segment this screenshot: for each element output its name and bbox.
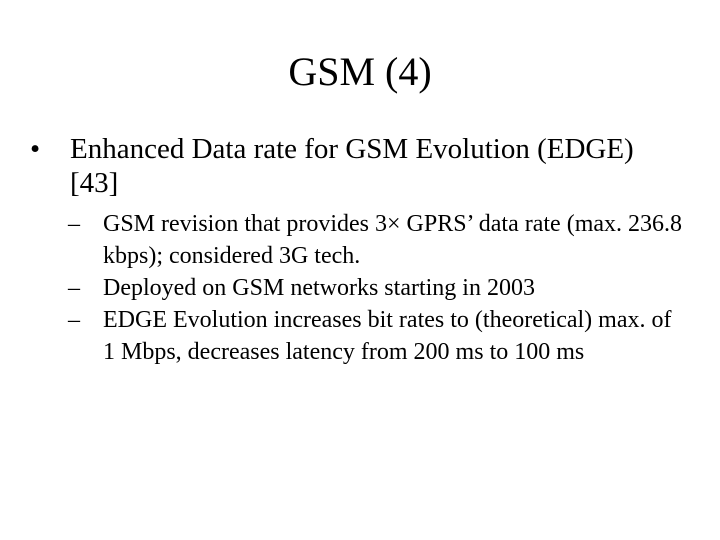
sub-bullet: – EDGE Evolution increases bit rates to … — [68, 304, 682, 368]
slide-title: GSM (4) — [288, 49, 432, 94]
sub-marker: – — [68, 275, 80, 301]
sub-text: GSM revision that provides 3× GPRS’ data… — [103, 211, 683, 269]
bullet: • Enhanced Data rate for GSM Evolution (… — [30, 132, 650, 200]
sub-bullet: – GSM revision that provides 3× GPRS’ da… — [68, 208, 682, 272]
sub-bullet: – Deployed on GSM networks starting in 2… — [68, 272, 682, 304]
sub-marker: – — [68, 307, 80, 333]
bullet-text: Enhanced Data rate for GSM Evolution (ED… — [70, 133, 634, 199]
sub-text: Deployed on GSM networks starting in 200… — [103, 275, 535, 301]
sub-list: – GSM revision that provides 3× GPRS’ da… — [68, 208, 682, 368]
sub-text: EDGE Evolution increases bit rates to (t… — [103, 307, 672, 365]
sub-marker: – — [68, 211, 80, 237]
slide-content: • Enhanced Data rate for GSM Evolution (… — [30, 132, 700, 368]
bullet-marker: • — [30, 133, 41, 165]
